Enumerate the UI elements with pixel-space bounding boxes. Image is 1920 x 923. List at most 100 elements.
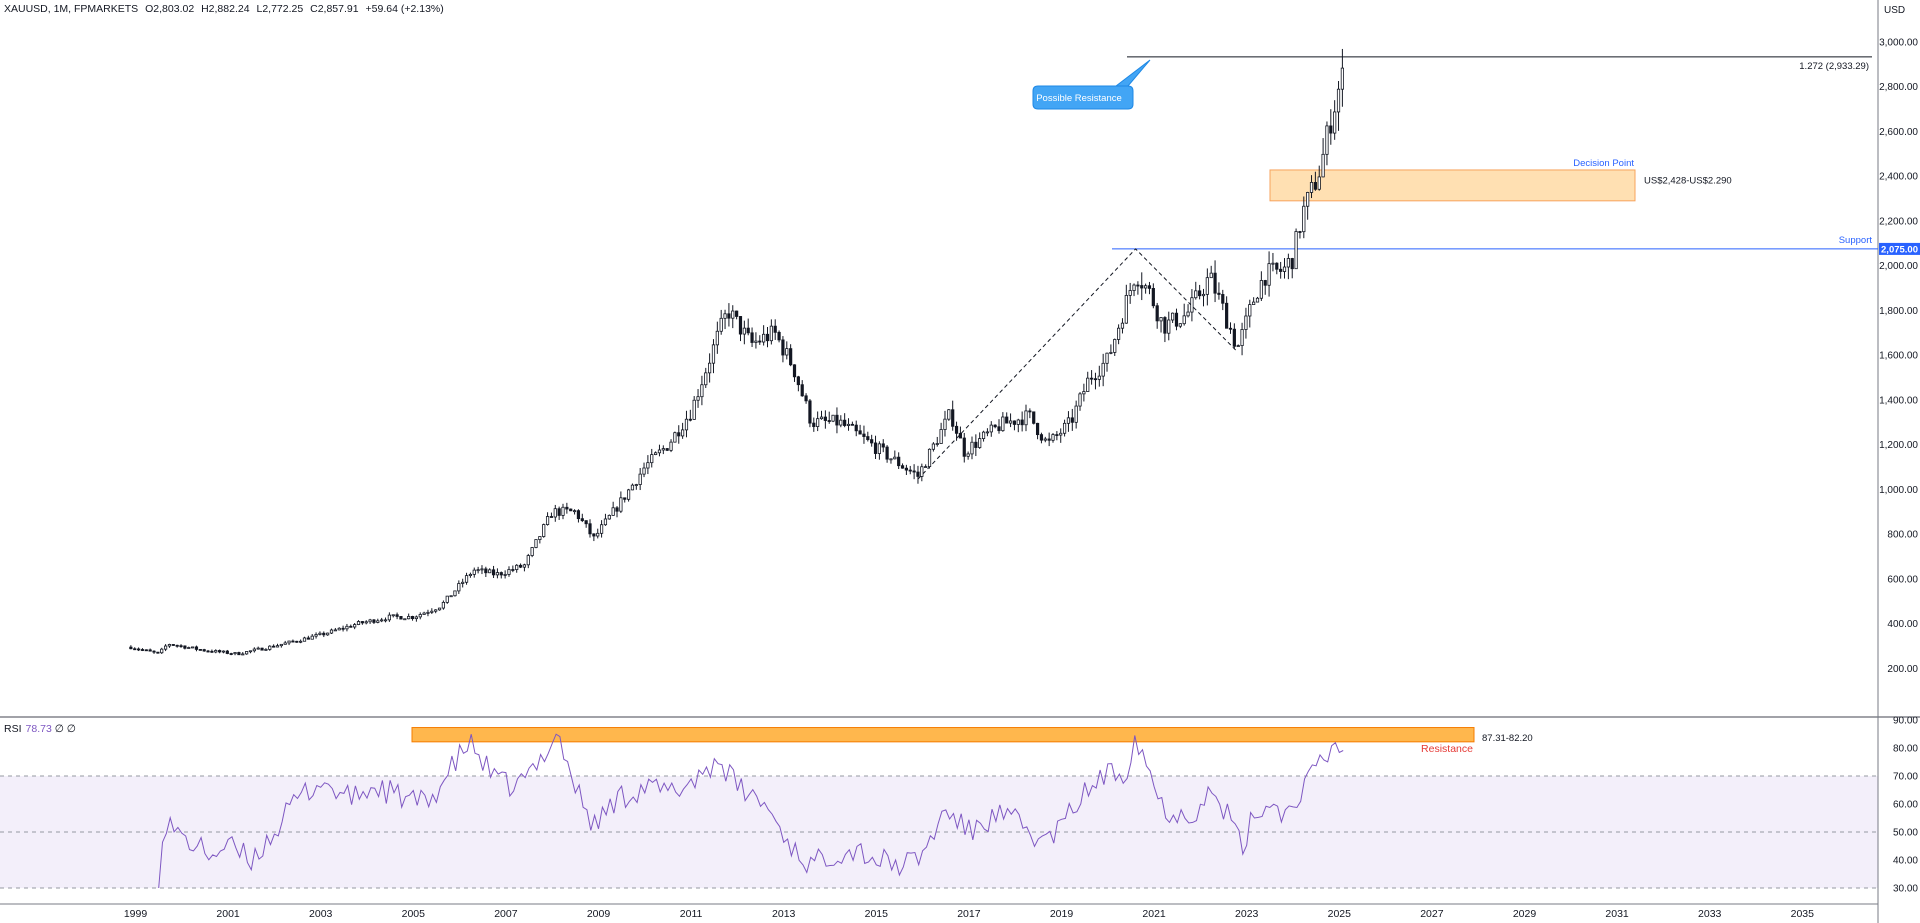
candle-down: [136, 648, 141, 651]
candle-up: [1259, 280, 1263, 299]
candle-up: [654, 452, 658, 455]
candle-up: [468, 573, 473, 577]
candle-up: [978, 438, 982, 448]
time-tick-label: 2013: [772, 908, 796, 920]
candle-up: [542, 524, 546, 537]
rsi-resistance-zone[interactable]: [411, 727, 1475, 743]
candle-up: [163, 645, 168, 650]
candle-down: [796, 376, 800, 386]
candle-up: [1336, 88, 1341, 113]
candle-up: [1097, 375, 1101, 380]
candle-down: [152, 650, 156, 653]
candle-down: [1290, 258, 1294, 270]
currency-label[interactable]: USD: [1884, 5, 1906, 16]
candle-up: [599, 524, 604, 534]
candle-up: [684, 418, 689, 431]
price-tick-label: 2,200.00: [1879, 216, 1918, 227]
candle-down: [1020, 419, 1024, 426]
candle-up: [1120, 322, 1125, 329]
candle-up: [241, 653, 245, 656]
candle-up: [1248, 304, 1252, 317]
candle-up: [418, 614, 422, 618]
candle-down: [511, 569, 515, 571]
candle-down: [592, 533, 596, 537]
candle-down: [144, 649, 148, 652]
decision-zone[interactable]: [1269, 169, 1636, 202]
candle-up: [920, 466, 924, 477]
candle-up: [310, 635, 314, 640]
candle-down: [1039, 434, 1044, 441]
candle-down: [735, 310, 739, 317]
candle-up: [669, 441, 673, 451]
symbol-label[interactable]: XAUUSD, 1M, FPMARKETS: [4, 3, 139, 15]
candle-up: [1062, 422, 1067, 434]
candle-up: [1194, 290, 1198, 299]
rsi-value: 78.73: [25, 723, 52, 735]
candle-up: [1043, 438, 1047, 441]
candle-down: [677, 432, 681, 437]
candle-down: [773, 325, 777, 333]
candle-up: [329, 629, 334, 634]
candle-down: [1298, 231, 1302, 233]
candle-down: [225, 650, 229, 654]
candle-up: [160, 648, 164, 654]
candle-up: [924, 466, 928, 468]
time-tick-label: 2023: [1235, 908, 1259, 920]
candle-up: [1306, 192, 1310, 207]
candle-up: [383, 619, 388, 622]
candle-up: [611, 507, 615, 516]
candle-down: [565, 506, 569, 510]
candle-down: [156, 651, 160, 654]
candle-up: [603, 518, 608, 526]
candle-down: [812, 422, 816, 427]
candle-down: [491, 569, 496, 576]
time-tick-label: 2007: [494, 908, 518, 920]
candle-down: [229, 653, 233, 655]
candle-up: [1244, 315, 1248, 330]
candle-up: [607, 514, 611, 520]
rsi-name[interactable]: RSI: [4, 723, 22, 735]
candle-down: [1263, 280, 1267, 286]
candle-up: [534, 539, 538, 548]
rsi-line[interactable]: [158, 733, 1344, 889]
candle-down: [372, 619, 376, 623]
time-tick-label: 2031: [1605, 908, 1629, 920]
rsi-header: RSI 78.73 ∅ ∅: [4, 723, 76, 735]
support-label: Support: [1839, 235, 1873, 246]
candle-down: [885, 446, 889, 460]
candle-up: [846, 423, 851, 426]
candle-down: [1047, 438, 1051, 441]
candle-up: [538, 536, 542, 540]
callout-box[interactable]: [1032, 85, 1134, 110]
candle-down: [584, 520, 588, 525]
candle-up: [985, 431, 990, 434]
candle-down: [260, 647, 264, 651]
time-tick-label: 2033: [1698, 908, 1722, 920]
candle-up: [1024, 410, 1028, 426]
time-tick-label: 2017: [957, 908, 981, 920]
swing-trendline[interactable]: [917, 248, 1238, 480]
candle-up: [364, 621, 368, 624]
candle-up: [1236, 345, 1240, 348]
candle-up: [353, 624, 357, 628]
candle-up: [268, 645, 272, 650]
candle-up: [233, 652, 237, 655]
candle-up: [762, 333, 766, 343]
time-tick-label: 2011: [680, 908, 703, 920]
price-tick-label: 800.00: [1887, 530, 1918, 541]
candle-up: [657, 449, 662, 454]
candle-up: [333, 629, 337, 632]
candle-down: [1035, 422, 1040, 436]
candle-up: [596, 532, 600, 537]
price-tick-label: 1,400.00: [1879, 395, 1918, 406]
candle-up: [1109, 351, 1113, 354]
low-value: L2,772.25: [256, 3, 304, 15]
time-tick-label: 2029: [1513, 908, 1537, 920]
candle-down: [179, 645, 183, 648]
decision-point-label: Decision Point: [1573, 158, 1634, 169]
change-value: +59.64 (+2.13%): [365, 3, 444, 15]
support-price-tag: [1879, 242, 1920, 255]
time-tick-label: 2019: [1050, 908, 1074, 920]
rsi-tick-label: 40.00: [1893, 856, 1918, 867]
